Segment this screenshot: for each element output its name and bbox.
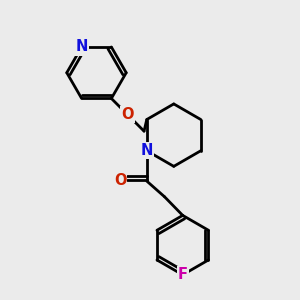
Text: F: F	[178, 267, 188, 282]
Text: N: N	[141, 143, 153, 158]
Text: O: O	[114, 173, 126, 188]
Text: O: O	[122, 107, 134, 122]
Text: N: N	[76, 40, 88, 55]
